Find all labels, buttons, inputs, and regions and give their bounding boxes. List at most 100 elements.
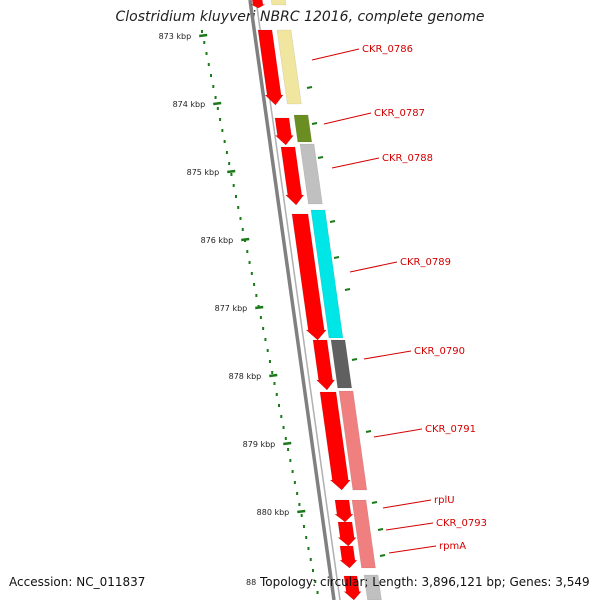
ruler-dot [239,217,242,220]
ruler-dot [212,85,215,88]
feature-marker [329,220,336,223]
ruler-dot [305,536,308,539]
feature-block [330,339,353,389]
cds-arrow [250,0,266,9]
ruler-dot [291,470,294,473]
ruler-tick [283,441,292,446]
cds-arrow [312,339,336,391]
feature-block [363,574,382,600]
gene-leader-line [385,522,434,531]
gene-leader-line [373,428,423,438]
ruler-dot [230,173,233,176]
ruler-dot [223,140,226,143]
ruler-dot [200,30,203,33]
gene-leader-line [388,545,437,554]
backbone-line-outer [248,0,336,600]
feature-block [270,0,287,6]
ruler-dot [246,250,249,253]
feature-marker [311,122,318,125]
ruler-tick [269,373,278,378]
topology-text: Topology: circular; Length: 3,896,121 bp… [260,575,590,589]
ruler-tick-label: 875 kbp [187,168,220,177]
gene-label: CKR_0789 [400,257,451,268]
gene-leader-line [323,112,372,125]
feature-marker [371,501,378,504]
feature-block [310,209,344,339]
ruler-dot [316,591,319,594]
ruler-dot [278,404,281,407]
gene-leader-line [363,350,412,360]
gene-leader-line [331,157,380,169]
gene-label: CKR_0793 [436,518,487,529]
ruler-dot [207,63,210,66]
ruler-dot [250,272,253,275]
feature-marker [344,288,351,291]
ruler-dot [253,283,256,286]
feature-marker [351,358,358,361]
feature-block [276,29,302,105]
gene-label: CKR_0787 [374,108,425,119]
ruler-dot [302,525,305,528]
ruler-tick-label: 879 kbp [243,440,276,449]
ruler-tick-label: 880 kbp [257,508,290,517]
feature-marker [306,86,313,89]
cds-arrow [280,146,305,206]
ruler-tick-label: 877 kbp [215,304,248,313]
ruler-dot [219,118,222,121]
feature-block [293,114,313,143]
kbp-ruler: 873 kbp 874 kbp 875 kbp 876 kbp 877 kbp 878 k… [159,30,319,594]
ruler-dot [237,206,240,209]
cds-arrow [257,29,284,106]
feature-block [299,143,323,205]
ruler-tick-label: 876 kbp [201,236,234,245]
feature-marker [377,528,384,531]
gene-label: CKR_0788 [382,153,433,164]
ruler-dot [273,382,276,385]
ruler-tick [297,509,306,514]
ruler-dot [309,558,312,561]
genome-backbone [248,0,341,600]
ruler-dot [296,492,299,495]
cds-arrow [334,499,354,523]
map-title: Clostridium kluyveri NBRC 12016, complet… [115,9,485,25]
ruler-dot [248,261,251,264]
ruler-tick [199,33,208,38]
ruler-dot [289,459,292,462]
ruler-dot [266,349,269,352]
ruler-tick-label: 878 kbp [229,372,262,381]
ruler-dot [225,151,228,154]
ruler-tick-label: 873 kbp [159,32,192,41]
ruler-dot [312,569,315,572]
ruler-dot [241,228,244,231]
cds-track [250,0,362,600]
ruler-dot [284,437,287,440]
gene-labels: CKR_0786 CKR_0787 CKR_0788 CKR_0789 CKR_0790… [311,44,487,554]
cds-arrow [337,521,357,547]
ruler-dot [282,426,285,429]
ruler-dot [298,503,301,506]
cds-arrow [274,117,295,146]
ruler-tick-label: 874 kbp [173,100,206,109]
ruler-dot [287,448,290,451]
backbone-line-inner [255,0,341,600]
ruler-dot [314,580,317,583]
feature-block [338,390,368,491]
ruler-dot [234,195,237,198]
gene-leader-line [382,499,432,509]
ruler-dot [293,481,296,484]
cds-arrow [343,575,362,600]
feature-marker [317,156,324,159]
partial-tick-label: 88 [246,578,256,587]
cds-arrow [339,545,358,569]
ruler-dot [264,338,267,341]
ruler-dot [203,41,206,44]
ruler-dot [300,514,303,517]
ruler-tick [241,237,250,242]
ruler-dot [228,162,231,165]
ruler-dot [210,74,213,77]
gene-leader-line [349,261,398,273]
gene-label: rpmA [439,541,466,552]
cds-arrow [319,391,351,491]
gene-label: CKR_0786 [362,44,413,55]
